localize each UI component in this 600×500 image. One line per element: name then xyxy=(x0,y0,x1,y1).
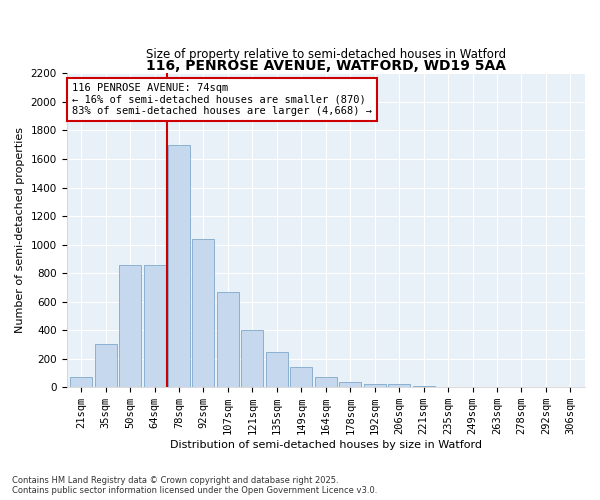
Bar xyxy=(168,144,190,387)
Bar xyxy=(437,386,459,387)
X-axis label: Distribution of semi-detached houses by size in Watford: Distribution of semi-detached houses by … xyxy=(170,440,482,450)
Bar xyxy=(511,386,532,387)
Bar xyxy=(143,264,166,387)
Bar xyxy=(266,352,288,387)
Y-axis label: Number of semi-detached properties: Number of semi-detached properties xyxy=(15,128,25,334)
Bar xyxy=(290,368,313,387)
Bar xyxy=(95,344,116,387)
Bar xyxy=(241,330,263,387)
Bar xyxy=(559,386,581,387)
Bar xyxy=(535,386,557,387)
Bar xyxy=(339,382,361,387)
Bar xyxy=(315,376,337,387)
Bar xyxy=(119,264,141,387)
Text: 116 PENROSE AVENUE: 74sqm
← 16% of semi-detached houses are smaller (870)
83% of: 116 PENROSE AVENUE: 74sqm ← 16% of semi-… xyxy=(72,83,372,116)
Title: 116, PENROSE AVENUE, WATFORD, WD19 5AA: 116, PENROSE AVENUE, WATFORD, WD19 5AA xyxy=(146,60,506,74)
Bar xyxy=(70,377,92,387)
Bar xyxy=(461,386,484,387)
Bar xyxy=(217,292,239,387)
Bar xyxy=(193,239,214,387)
Bar xyxy=(413,386,434,387)
Bar xyxy=(486,386,508,387)
Bar xyxy=(388,384,410,387)
Bar xyxy=(364,384,386,387)
Text: Size of property relative to semi-detached houses in Watford: Size of property relative to semi-detach… xyxy=(146,48,506,61)
Text: Contains HM Land Registry data © Crown copyright and database right 2025.
Contai: Contains HM Land Registry data © Crown c… xyxy=(12,476,377,495)
